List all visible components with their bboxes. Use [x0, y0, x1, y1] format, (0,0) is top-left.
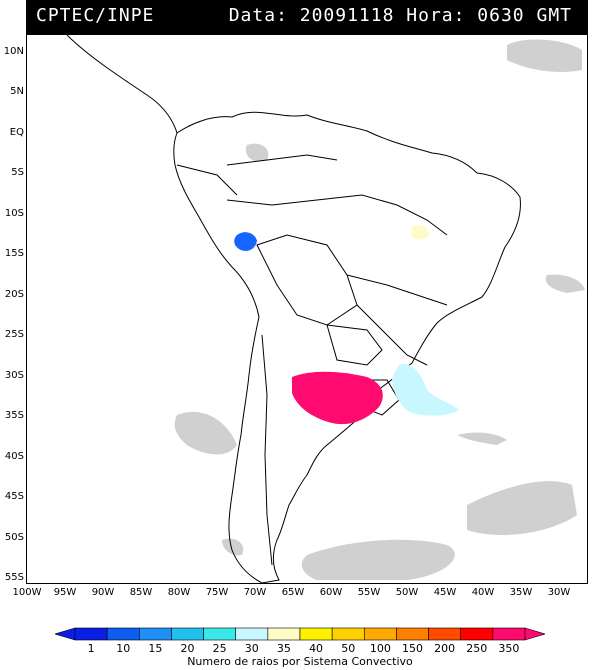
- cluster-bolivia-peru: [234, 232, 257, 251]
- colorbar-swatch: [106, 627, 140, 641]
- map-frame: [26, 34, 588, 584]
- lon-label-45w: 45W: [433, 587, 457, 598]
- colorbar-label: 40: [309, 642, 324, 655]
- colorbar-strip: [55, 627, 545, 641]
- lon-label-40w: 40W: [471, 587, 495, 598]
- lon-label-70w: 70W: [243, 587, 267, 598]
- colorbar-label: 150: [402, 642, 423, 655]
- colorbar-swatch: [267, 627, 301, 641]
- cluster-central-brazil: [411, 225, 429, 240]
- title-bar: CPTEC/INPE Data: 20091118 Hora: 0630 GMT: [26, 0, 588, 34]
- lat-label-eq: EQ: [9, 127, 24, 138]
- colorbar-label: 25: [212, 642, 227, 655]
- lon-label-90w: 90W: [91, 587, 115, 598]
- colorbar-label: 20: [180, 642, 195, 655]
- lon-label-55w: 55W: [357, 587, 381, 598]
- lat-label-10n: 10N: [3, 46, 24, 57]
- colorbar-swatch: [363, 627, 397, 641]
- colorbar-label: 350: [498, 642, 520, 655]
- lat-label-50s: 50S: [4, 532, 24, 543]
- colorbar-swatch: [396, 627, 429, 641]
- lon-label-75w: 75W: [205, 587, 229, 598]
- amazon-border: [226, 194, 448, 236]
- colorbar-arrow-left: [55, 627, 76, 641]
- colombia-venezuela: [226, 154, 338, 166]
- colorbar-swatch: [171, 627, 204, 641]
- central-america: [66, 35, 178, 134]
- lat-label-5n: 5N: [10, 86, 24, 97]
- brazil-inner-2: [356, 304, 428, 366]
- lon-label-65w: 65W: [281, 587, 305, 598]
- colorbar-swatch: [428, 627, 462, 641]
- south-america-coast: [173, 111, 521, 583]
- colorbar-arrow-right: [524, 627, 545, 641]
- lon-label-50w: 50W: [395, 587, 419, 598]
- colorbar-caption: Numero de raios por Sistema Convectivo: [187, 655, 413, 668]
- lon-label-60w: 60W: [319, 587, 343, 598]
- colorbar-label: 200: [434, 642, 456, 655]
- south-america-map: [66, 35, 585, 583]
- lat-label-40s: 40S: [4, 451, 24, 462]
- colorbar-label: 35: [276, 642, 291, 655]
- brazil-inner-1: [346, 274, 448, 306]
- lat-label-15s: 15S: [4, 248, 24, 259]
- bolivia-border: [256, 234, 358, 326]
- lat-label-10s: 10S: [4, 208, 24, 219]
- source-label: CPTEC/INPE: [36, 5, 155, 26]
- colorbar-label: 30: [244, 642, 259, 655]
- colorbar-swatch: [235, 627, 269, 641]
- colorbar-swatch: [492, 627, 526, 641]
- lon-label-30w: 30W: [547, 587, 571, 598]
- cluster-south-brazil-atlantic: [392, 364, 459, 416]
- colorbar-label: 15: [148, 642, 163, 655]
- lon-label-95w: 95W: [53, 587, 77, 598]
- colorbar-label: 50: [341, 642, 356, 655]
- datetime-label: Data: 20091118 Hora: 0630 GMT: [228, 5, 572, 26]
- lon-label-85w: 85W: [129, 587, 153, 598]
- colorbar-label: 100: [369, 642, 391, 655]
- coastlines-borders: [66, 35, 521, 583]
- lon-label-100w: 100W: [12, 587, 42, 598]
- lat-label-5s: 5S: [11, 167, 24, 178]
- colorbar-label: 250: [466, 642, 488, 655]
- colorbar: 1 10 15 20 25 30 35 40 50 100 150 200 250 350 Numero …: [0, 622, 600, 670]
- colorbar-label: 10: [116, 642, 131, 655]
- lon-label-80w: 80W: [167, 587, 191, 598]
- lat-label-55s: 55S: [4, 572, 24, 583]
- lat-label-25s: 25S: [4, 329, 24, 340]
- cloud-layer: [174, 39, 585, 580]
- peru-ecuador: [176, 164, 238, 196]
- colorbar-swatch: [331, 627, 365, 641]
- lat-label-35s: 35S: [4, 410, 24, 421]
- colorbar-swatch: [299, 627, 333, 641]
- colorbar-swatch: [138, 627, 172, 641]
- lat-label-30s: 30S: [4, 370, 24, 381]
- lightning-clusters: [234, 225, 459, 425]
- colorbar-label: 1: [87, 642, 95, 655]
- lat-label-45s: 45S: [4, 491, 24, 502]
- cluster-uruguay-argentina: [292, 371, 383, 425]
- argentina-chile: [261, 334, 273, 566]
- paraguay-border: [326, 324, 383, 366]
- colorbar-swatch: [203, 627, 237, 641]
- colorbar-swatch: [74, 627, 108, 641]
- lon-label-35w: 35W: [509, 587, 533, 598]
- colorbar-swatch: [460, 627, 494, 641]
- lat-label-20s: 20S: [4, 289, 24, 300]
